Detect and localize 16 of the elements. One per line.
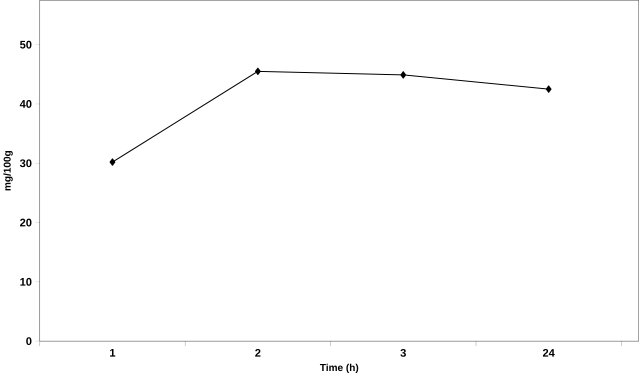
y-tick-label: 50 xyxy=(20,40,32,48)
point xyxy=(110,158,116,166)
y-tick-label: 30 xyxy=(20,159,32,167)
x-tick-label: 1 xyxy=(110,348,116,356)
point xyxy=(400,70,406,78)
x-axis-title: Time (h) xyxy=(320,363,358,373)
y-axis-title: mg/100g xyxy=(3,150,13,190)
point xyxy=(546,85,552,93)
x-tick-label: 24 xyxy=(542,348,555,356)
y-tick-label: 20 xyxy=(20,218,32,226)
x-tick-label: 3 xyxy=(400,348,406,357)
x-tick-label: 2 xyxy=(255,348,260,356)
y-tick-label: 10 xyxy=(20,278,32,286)
y-tick-label: 40 xyxy=(20,100,32,108)
point xyxy=(254,67,261,75)
y-tick-label: 0 xyxy=(26,337,32,345)
